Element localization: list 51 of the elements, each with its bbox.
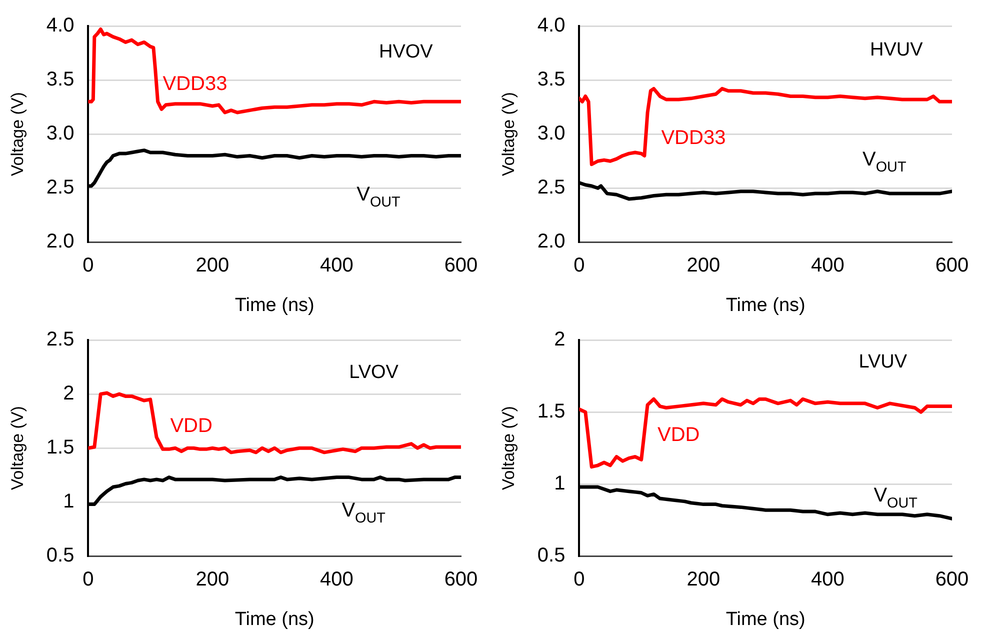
x-axis-title: Time (ns) — [234, 294, 314, 316]
y-tick-label: 2 — [554, 328, 566, 351]
y-tick-label: 1.5 — [46, 436, 74, 459]
x-axis-title: Time (ns) — [726, 608, 806, 630]
x-tick-label: 0 — [574, 254, 585, 277]
x-tick-label: 200 — [196, 568, 230, 591]
y-tick-label: 4.0 — [537, 14, 566, 37]
x-tick-label: 600 — [935, 254, 969, 277]
text: LVUV — [858, 351, 908, 372]
series-label: VDD — [170, 415, 212, 438]
y-tick-label: 2.5 — [46, 328, 74, 351]
x-tick-label: 0 — [82, 254, 94, 277]
series-label: VDD — [657, 424, 700, 446]
y-tick-label: 3.5 — [46, 68, 74, 91]
x-tick-label: 600 — [444, 254, 478, 277]
x-axis-title: Time (ns) — [234, 608, 314, 630]
x-tick-label: 200 — [686, 254, 720, 277]
x-tick-label: 200 — [686, 568, 720, 591]
y-axis-title: Voltage (V) — [8, 92, 27, 176]
x-tick-label: 400 — [811, 254, 844, 277]
x-axis-title: Time (ns) — [726, 294, 806, 316]
x-tick-label: 0 — [574, 568, 585, 591]
x-tick-label: 0 — [82, 568, 94, 591]
y-tick-label: 2.5 — [537, 176, 566, 199]
y-axis-title: Voltage (V) — [8, 406, 27, 490]
y-tick-label: 3.5 — [537, 68, 566, 91]
y-axis-title: Voltage (V) — [498, 406, 518, 490]
y-tick-label: 3.0 — [46, 122, 74, 145]
x-tick-label: 400 — [320, 568, 354, 591]
y-tick-label: 2 — [63, 382, 74, 405]
x-tick-label: 400 — [811, 568, 844, 591]
y-tick-label: 3.0 — [537, 122, 566, 145]
series-label: VDD33 — [661, 127, 726, 150]
y-tick-label: 4.0 — [46, 14, 74, 37]
y-tick-label: 1 — [63, 490, 74, 513]
y-tick-label: 2.0 — [46, 230, 74, 253]
y-axis-title: Voltage (V) — [498, 92, 518, 176]
x-tick-label: 600 — [935, 568, 969, 591]
series-label: VDD33 — [162, 73, 228, 96]
y-tick-label: 1.5 — [537, 400, 566, 423]
text: HVUV — [870, 39, 924, 60]
text: HVOV — [378, 42, 434, 63]
y-tick-label: 2.0 — [537, 230, 566, 253]
x-tick-label: 600 — [444, 568, 478, 591]
x-tick-label: 400 — [320, 254, 354, 277]
y-tick-label: 2.5 — [46, 176, 74, 199]
x-tick-label: 200 — [196, 254, 230, 277]
text: LVOV — [349, 362, 399, 384]
y-tick-label: 0.5 — [46, 544, 74, 567]
y-tick-label: 1 — [554, 472, 566, 495]
y-tick-label: 0.5 — [537, 544, 566, 567]
